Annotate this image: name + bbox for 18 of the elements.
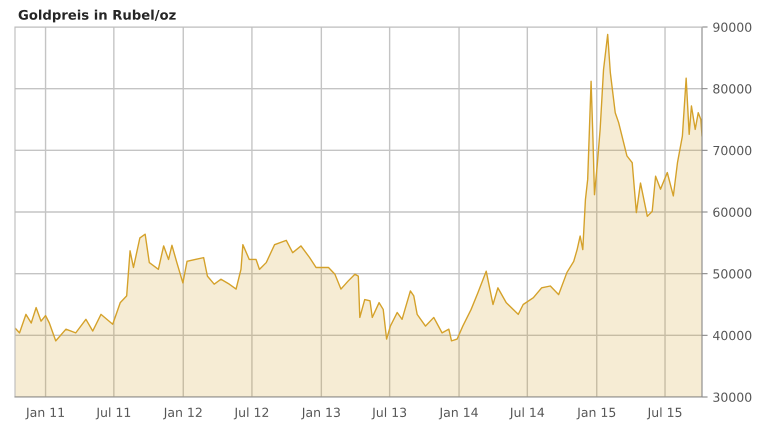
y-tick-label: 60000 [713, 207, 752, 217]
y-tick-label: 90000 [713, 22, 752, 32]
x-tick-label: Jan 13 [301, 408, 340, 420]
chart-title: Goldpreis in Rubel/oz [18, 10, 176, 22]
x-tick-label: Jan 12 [163, 408, 202, 420]
x-tick-label: Jul 11 [96, 407, 130, 420]
y-tick-label: 30000 [713, 392, 752, 402]
x-tick-label: Jan 14 [438, 408, 478, 420]
x-tick-label: Jan 15 [576, 408, 616, 420]
y-tick-label: 70000 [713, 146, 752, 156]
x-tick-label: Jan 11 [25, 408, 64, 420]
y-tick-label: 80000 [713, 84, 752, 94]
x-tick-label: Jul 12 [234, 407, 268, 420]
y-tick-label: 40000 [713, 330, 752, 340]
y-tick-label: 50000 [713, 269, 752, 279]
x-tick-label: Jul 13 [371, 407, 406, 420]
x-tick-label: Jul 14 [509, 407, 544, 420]
x-tick-label: Jul 15 [646, 407, 682, 420]
